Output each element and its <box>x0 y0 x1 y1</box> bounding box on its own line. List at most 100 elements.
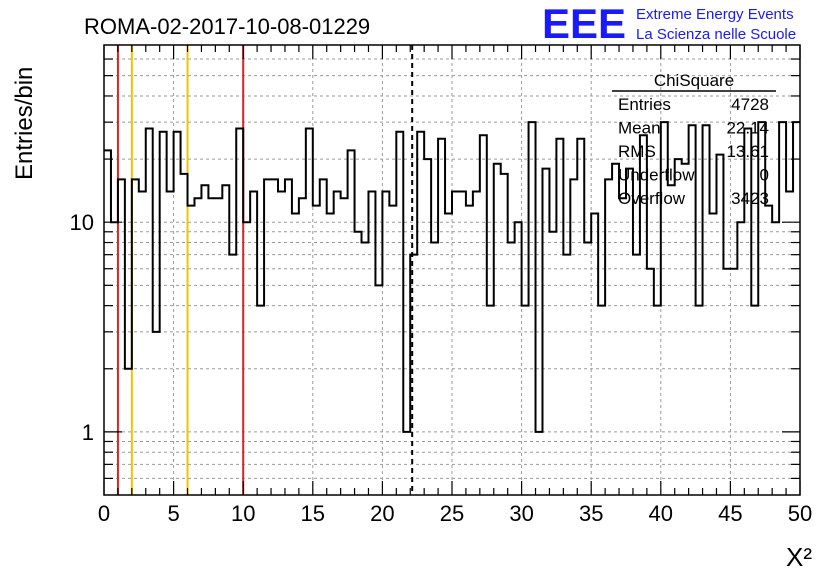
histogram-bin <box>786 192 793 495</box>
histogram-bin <box>194 198 201 495</box>
histogram-bin <box>542 169 549 495</box>
histogram-bin <box>647 269 654 495</box>
histogram-bin <box>396 132 403 495</box>
histogram-bin <box>501 174 508 495</box>
histogram-bin <box>549 232 556 495</box>
histogram-bin <box>104 150 111 495</box>
histogram-bin <box>368 192 375 495</box>
histogram-bin <box>243 222 250 495</box>
histogram-bin <box>327 214 334 495</box>
y-tick-label: 1 <box>82 420 94 445</box>
histogram-bin <box>605 179 612 495</box>
histogram-bin <box>793 122 800 495</box>
stats-row-value: 4728 <box>731 95 769 114</box>
histogram-bin <box>494 164 501 495</box>
x-tick-label: 15 <box>301 501 325 526</box>
histogram-bin <box>633 255 640 495</box>
histogram-bin <box>730 269 737 495</box>
x-tick-label: 25 <box>440 501 464 526</box>
histogram-bin <box>208 198 215 495</box>
histogram-bin <box>153 332 160 495</box>
histogram-bin <box>668 185 675 495</box>
histogram-bin <box>125 369 132 495</box>
grid <box>104 45 800 495</box>
histogram-bin <box>236 128 243 495</box>
histogram-bin <box>181 174 188 495</box>
histogram-bin <box>584 243 591 495</box>
histogram-bin <box>577 139 584 495</box>
eee-logo: EEE Extreme Energy Events La Scienza nel… <box>542 0 796 47</box>
logo-line-2: La Scienza nelle Scuole <box>636 26 796 43</box>
x-tick-label: 10 <box>231 501 255 526</box>
histogram-bin <box>292 214 299 495</box>
x-axis-label: X² <box>786 542 812 572</box>
histogram-outline <box>104 121 800 433</box>
stats-box: ChiSquare Entries 4728 Mean 22.14 RMS 13.61 Un… <box>612 71 776 208</box>
histogram-bin <box>389 206 396 495</box>
logo-mark: EEE <box>542 0 626 47</box>
histogram-bin <box>703 125 710 495</box>
histogram-bin <box>257 306 264 495</box>
histogram-bin <box>403 432 410 495</box>
histogram-bin <box>487 306 494 495</box>
histogram-bin <box>306 128 313 495</box>
histogram-bin <box>264 179 271 495</box>
histogram-bin <box>570 179 577 495</box>
histogram-bin <box>529 122 536 495</box>
histogram-bin <box>480 135 487 495</box>
histogram-bin <box>146 128 153 495</box>
x-tick-label: 45 <box>718 501 742 526</box>
histogram-bin <box>675 159 682 495</box>
chart-title: ROMA-02-2017-10-08-01229 <box>84 14 370 39</box>
histogram-bin <box>466 206 473 495</box>
axis-tick-labels: 0 5 10 15 20 25 30 35 40 45 50 1 10 <box>70 210 813 526</box>
histogram-bin <box>299 198 306 495</box>
x-tick-label: 40 <box>649 501 673 526</box>
histogram-bin <box>132 179 139 495</box>
x-tick-label: 50 <box>788 501 812 526</box>
histogram-bin <box>612 164 619 495</box>
histogram-bin <box>508 243 515 495</box>
histogram-bin <box>522 306 529 495</box>
x-tick-label: 30 <box>509 501 533 526</box>
histogram-bin <box>556 139 563 495</box>
histogram-bin <box>285 179 292 495</box>
x-tick-label: 0 <box>98 501 110 526</box>
histogram-bin <box>438 139 445 495</box>
y-axis-label: Entries/bin <box>11 67 38 180</box>
histogram-bin <box>751 306 758 495</box>
histogram-bin <box>167 192 174 495</box>
histogram-bin <box>348 150 355 495</box>
histogram-bin <box>320 179 327 495</box>
histogram-bin <box>772 222 779 495</box>
histogram-bin <box>723 269 730 495</box>
stats-title: ChiSquare <box>654 71 734 90</box>
stats-row-label: RMS <box>618 142 656 161</box>
histogram-bin <box>334 192 341 495</box>
histogram-bin <box>341 198 348 495</box>
histogram-bin <box>716 155 723 495</box>
histogram-bin <box>278 192 285 495</box>
histogram-bin <box>229 255 236 495</box>
histogram-bin <box>201 185 208 495</box>
histogram-bin <box>250 192 257 495</box>
histogram-bin <box>710 214 717 495</box>
histogram-bin <box>160 132 167 495</box>
x-tick-label: 35 <box>579 501 603 526</box>
histogram-bin <box>382 192 389 495</box>
histogram-bin <box>118 179 125 495</box>
histogram-bin <box>473 192 480 495</box>
stats-row-value: 22.14 <box>726 119 769 138</box>
histogram-bin <box>779 122 786 495</box>
histogram-bin <box>459 192 466 495</box>
y-tick-label: 10 <box>70 210 94 235</box>
stats-row-label: Entries <box>618 95 671 114</box>
histogram-bin <box>313 206 320 495</box>
histogram-bin <box>654 306 661 495</box>
stats-rows: Entries 4728 Mean 22.14 RMS 13.61 Underflow 0 Ov… <box>618 95 769 208</box>
stats-row-value: 0 <box>760 166 769 185</box>
stats-row-value: 3423 <box>731 189 769 208</box>
histogram-bin <box>424 159 431 495</box>
histogram-bin <box>139 192 146 495</box>
